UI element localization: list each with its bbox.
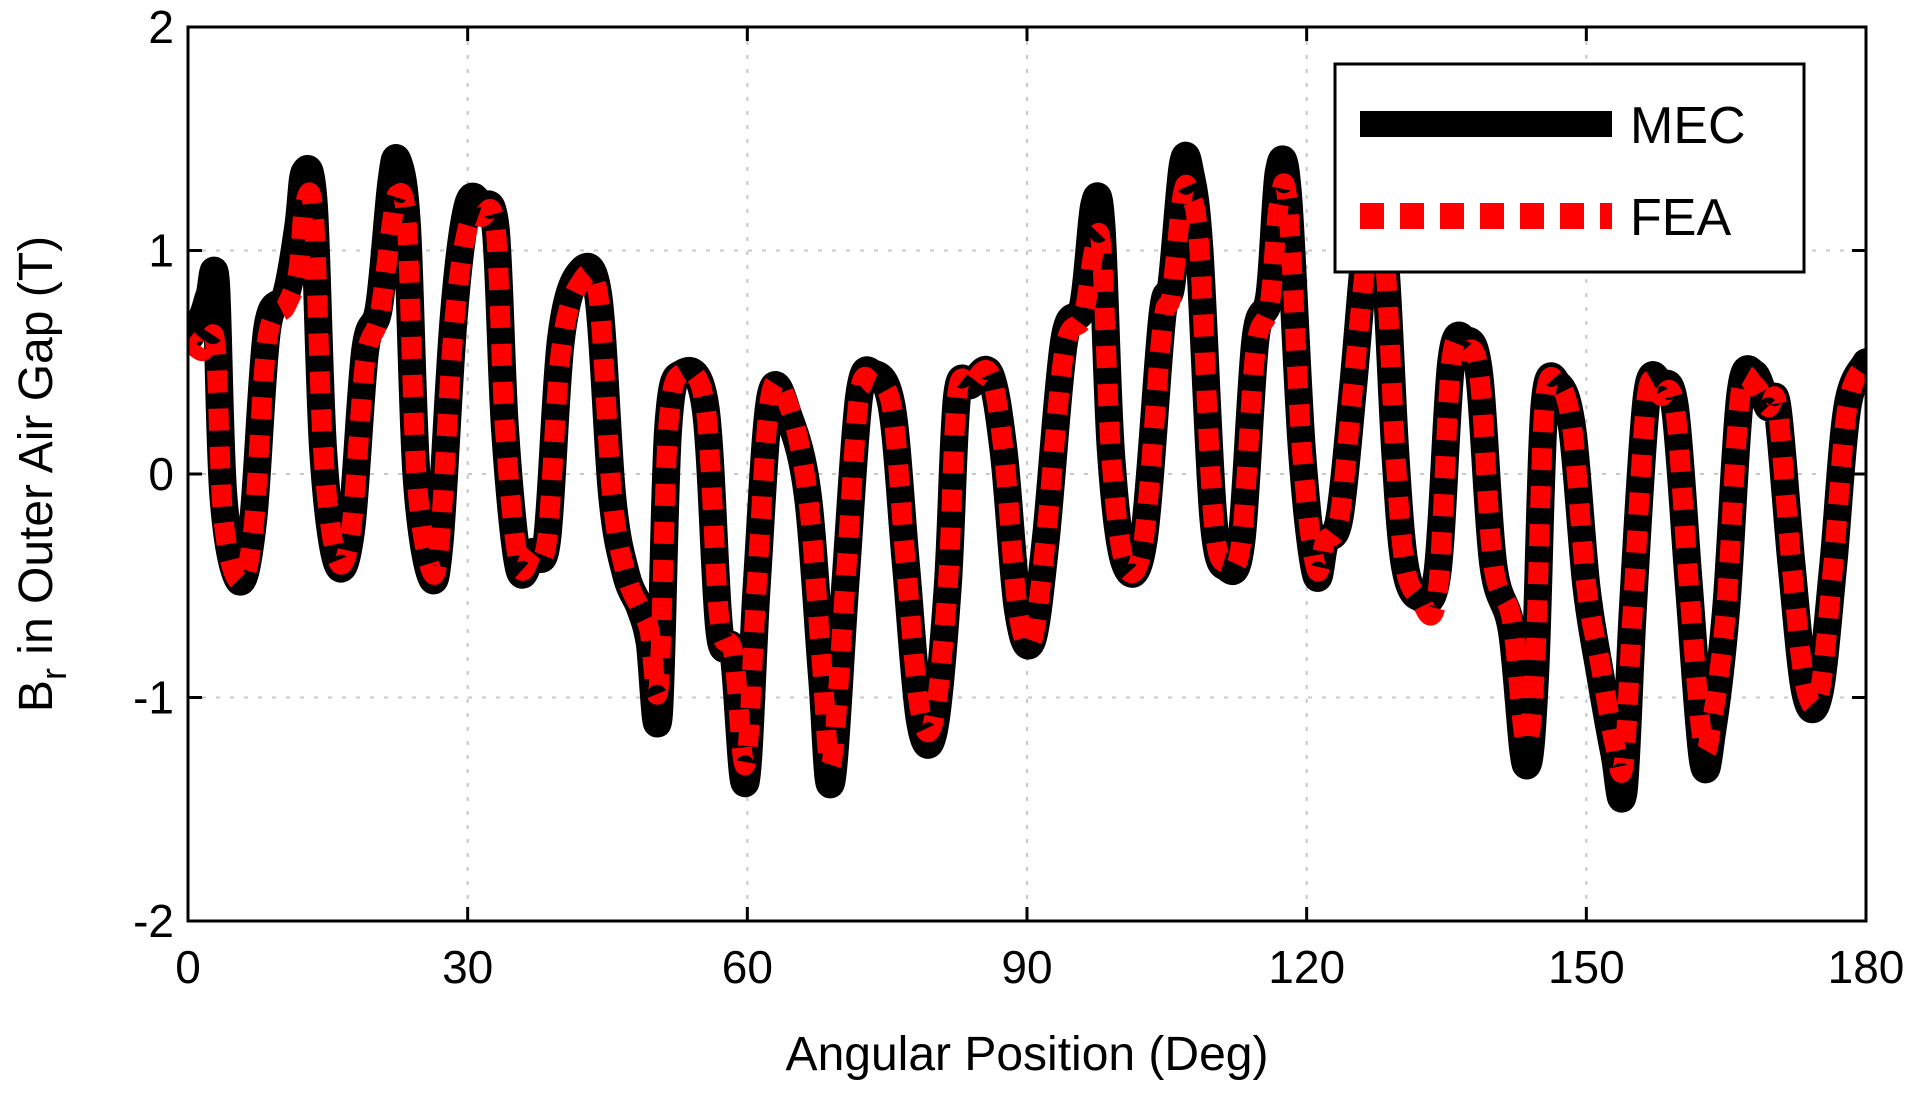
y-axis-title: Br in Outer Air Gap (T) [10, 236, 74, 712]
y-tick-label: 2 [148, 1, 174, 53]
tick-labels: 0 30 60 90 120 150 180 -2 -1 0 1 2 [133, 1, 1904, 993]
x-tick-label: 150 [1548, 941, 1625, 993]
legend: MEC FEA [1333, 62, 1806, 274]
y-tick-label: 0 [148, 448, 174, 500]
y-axis-title-rest: in Outer Air Gap (T) [10, 236, 63, 668]
x-tick-label: 90 [1001, 941, 1052, 993]
y-tick-label: -2 [133, 895, 174, 947]
x-tick-label: 180 [1828, 941, 1905, 993]
y-tick-label: 1 [148, 225, 174, 277]
ticks [186, 25, 1868, 923]
series-layer [188, 141, 1866, 813]
x-axis-title: Angular Position (Deg) [786, 1028, 1269, 1081]
y-tick-label: -1 [133, 672, 174, 724]
legend-box [1333, 62, 1806, 274]
x-tick-label: 0 [175, 941, 201, 993]
y-axis-title-main: B [10, 680, 63, 712]
x-tick-label: 30 [442, 941, 493, 993]
y-axis-title-subscript: r [33, 668, 74, 680]
legend-label-mec: MEC [1630, 97, 1746, 155]
x-tick-label: 120 [1268, 941, 1345, 993]
legend-label-fea: FEA [1630, 189, 1731, 247]
x-tick-label: 60 [722, 941, 773, 993]
